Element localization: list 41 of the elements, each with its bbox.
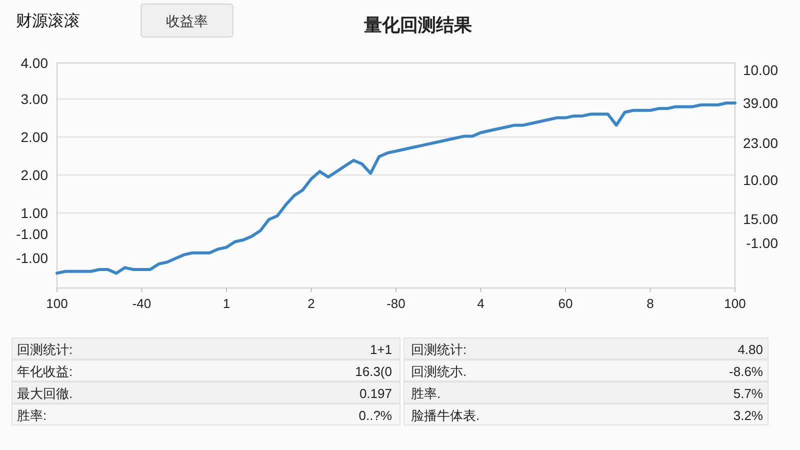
text: 回测统朩. (411, 364, 467, 379)
text: 0..?% (358, 408, 392, 423)
x-tick-label: 100 (724, 296, 746, 311)
text: 3.00 (20, 91, 48, 107)
text: -1.00 (16, 250, 48, 266)
text: 1+1 (370, 342, 392, 357)
text: 5.7% (733, 386, 764, 401)
text: 最大回徹. (17, 386, 73, 401)
x-tick-label: 60 (558, 296, 573, 311)
text: 23.00 (742, 135, 778, 151)
text: 4.00 (20, 55, 48, 71)
text: 脸播牛体表. (411, 408, 480, 423)
text: 胜率: (17, 408, 47, 423)
text: 回测统计: (411, 342, 467, 357)
text: 10.00 (742, 172, 778, 188)
x-tick-label: 1 (222, 296, 230, 311)
text: 15.00 (742, 211, 778, 227)
text: 收益率 (166, 13, 208, 29)
x-tick-label: 2 (308, 296, 315, 311)
x-tick-label: -40 (132, 296, 152, 311)
x-tick-label: 4 (477, 296, 484, 311)
text: 2.00 (20, 129, 48, 145)
text: 10.00 (742, 62, 778, 78)
chart-title: 量化回测结果 (363, 15, 473, 35)
x-tick-label: -80 (386, 296, 406, 311)
text: 2.00 (20, 167, 48, 183)
x-tick-label: 100 (46, 296, 68, 311)
text: -1.00 (16, 226, 48, 242)
text: -1.00 (746, 235, 778, 251)
text: 39.00 (742, 95, 778, 111)
text: 年化收益: (17, 364, 73, 379)
x-tick-label: 8 (646, 296, 654, 311)
text: 4.80 (738, 342, 763, 357)
text: 0.197 (359, 386, 392, 401)
text: 16.3(0 (355, 364, 392, 379)
text: 3.2% (733, 408, 764, 423)
text: 财源滚滚 (16, 12, 80, 30)
text: 胜率. (411, 386, 441, 401)
text: -8.6% (729, 364, 764, 379)
text: 1.00 (20, 205, 48, 221)
text: 回测统计: (17, 342, 73, 357)
